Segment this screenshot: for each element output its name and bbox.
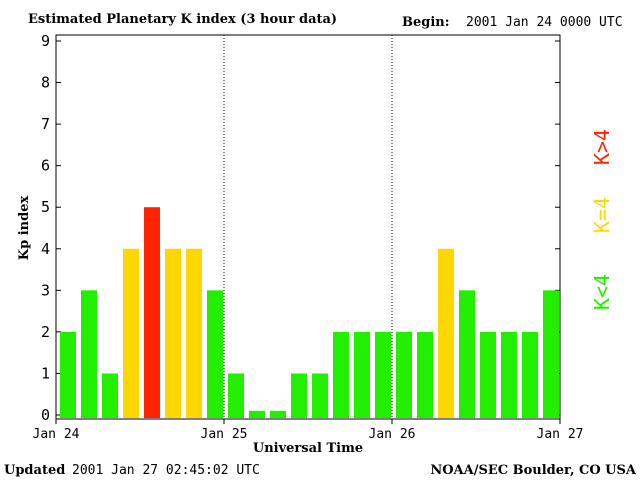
- legend-mid: K=4: [590, 197, 614, 233]
- y-tick-label: 3: [41, 281, 50, 299]
- kp-bar: [522, 331, 538, 418]
- kp-bar: [60, 331, 76, 418]
- kp-bar: [270, 410, 286, 418]
- y-tick-marks: [56, 40, 560, 416]
- x-tick-label: Jan 24: [33, 427, 80, 442]
- begin-label: Begin:: [402, 15, 450, 30]
- y-axis-label: Kp index: [17, 196, 32, 261]
- legend-low: K<4: [590, 274, 614, 310]
- kp-bar: [186, 248, 202, 418]
- y-tick-label: 0: [41, 406, 50, 424]
- source-credit: NOAA/SEC Boulder, CO USA: [430, 463, 637, 478]
- x-tick-label: Jan 25: [201, 427, 248, 442]
- legend-high: K>4: [590, 129, 614, 165]
- kp-bar: [123, 248, 139, 418]
- y-tick-label: 1: [41, 364, 50, 382]
- x-tick-label: Jan 27: [537, 427, 584, 442]
- kp-bar: [102, 373, 118, 418]
- y-tick-label: 7: [41, 115, 50, 133]
- x-axis-label: Universal Time: [253, 441, 363, 456]
- kp-bar: [543, 290, 559, 418]
- kp-bars: [60, 207, 559, 418]
- kp-bar: [249, 410, 265, 418]
- kp-bar: [375, 331, 391, 418]
- kp-bar: [396, 331, 412, 418]
- chart-title: Estimated Planetary K index (3 hour data…: [28, 12, 337, 27]
- y-tick-label: 4: [41, 240, 50, 258]
- y-tick-label: 5: [41, 198, 50, 216]
- kp-bar: [501, 331, 517, 418]
- kp-bar: [312, 373, 328, 418]
- kp-bar: [291, 373, 307, 418]
- begin-value: 2001 Jan 24 0000 UTC: [466, 15, 623, 30]
- kp-bar: [165, 248, 181, 418]
- x-tick-labels: Jan 24 Jan 25 Jan 26 Jan 27: [33, 419, 584, 442]
- y-tick-label: 6: [41, 157, 50, 175]
- y-tick-label: 8: [41, 74, 50, 92]
- y-tick-labels: 0 1 2 3 4 5 6 7 8 9: [41, 32, 50, 424]
- x-tick-label: Jan 26: [369, 427, 416, 442]
- kp-bar: [354, 331, 370, 418]
- y-tick-label: 9: [41, 32, 50, 50]
- kp-bar: [417, 331, 433, 418]
- kp-bar: [333, 331, 349, 418]
- kp-bar: [144, 207, 160, 418]
- kp-bar: [228, 373, 244, 418]
- kp-bar: [459, 290, 475, 418]
- y-tick-label: 2: [41, 323, 50, 341]
- kp-bar: [207, 290, 223, 418]
- kp-bar: [81, 290, 97, 418]
- kp-bar: [480, 331, 496, 418]
- day-boundary-lines: [223, 35, 393, 419]
- kp-bar: [438, 248, 454, 418]
- updated-value: 2001 Jan 27 02:45:02 UTC: [72, 463, 260, 478]
- plot-frame: [55, 34, 561, 420]
- updated-label: Updated: [4, 463, 65, 478]
